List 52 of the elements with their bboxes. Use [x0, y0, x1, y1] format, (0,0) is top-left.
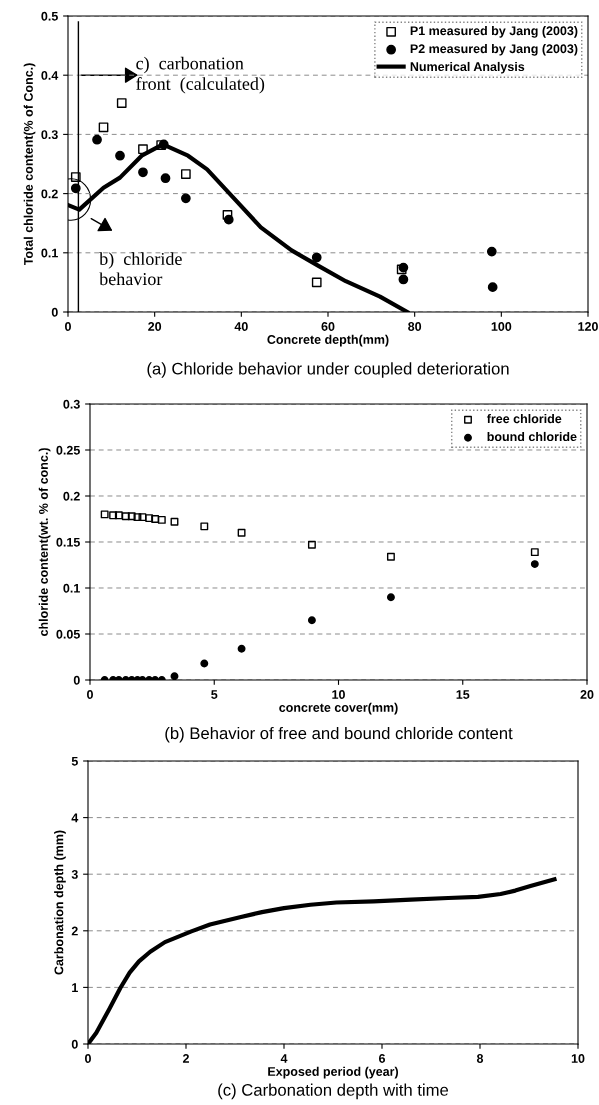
y-tick-label: 3: [71, 870, 78, 879]
text: (a) Chloride behavior under coupled deterioration: [147, 362, 509, 378]
x-tick-label: 100: [491, 322, 512, 331]
y-tick-label: 4: [71, 813, 79, 823]
x-tick-label: 15: [456, 690, 470, 699]
x-axis-title: Exposed period (year): [268, 1066, 399, 1079]
x-tick-label: 20: [580, 690, 594, 699]
x-tick-label: 6: [378, 1054, 386, 1063]
y-tick-label: 0.1: [41, 248, 58, 258]
x-tick-label: 2: [182, 1054, 189, 1063]
y-axis-title: Carbonation depth (mm): [54, 830, 66, 975]
y-axis-title: Total chloride content(% of Conc.): [23, 63, 36, 266]
legend-label: P2 measured by Jang (2003): [410, 43, 578, 56]
x-axis-title: concrete cover(mm): [279, 702, 398, 715]
x-tick-label: 10: [571, 1054, 585, 1063]
x-tick-label: 120: [578, 322, 598, 331]
x-tick-label: 10: [332, 690, 345, 699]
y-tick-label: 0: [73, 675, 80, 685]
annotation: b) chloride behavior: [99, 252, 182, 286]
text: (b) Behavior of free and bound chloride content: [165, 726, 513, 743]
y-tick-label: 0.25: [56, 445, 80, 455]
x-tick-label: 5: [211, 690, 218, 699]
x-tick-label: 4: [280, 1054, 288, 1063]
y-axis-title: chloride content(wt. % of conc.): [38, 448, 51, 636]
x-tick-label: 80: [408, 322, 422, 331]
legend-label: bound chloride: [487, 431, 577, 442]
y-tick-label: 0.1: [63, 583, 80, 593]
legend-label: P1 measured by Jang (2003): [410, 26, 578, 38]
y-tick-label: 5: [71, 756, 78, 766]
x-tick-label: 0: [85, 1054, 91, 1063]
x-tick-label: 20: [148, 322, 162, 331]
x-axis-title: Concrete depth(mm): [267, 334, 389, 347]
ref-line-label: c) carbonation front (calculated): [136, 56, 265, 94]
y-tick-label: 0.2: [41, 189, 58, 199]
y-tick-label: 0: [71, 1039, 78, 1049]
y-tick-label: 0.2: [63, 491, 80, 501]
y-tick-label: 0.4: [41, 71, 59, 80]
y-tick-label: 0.05: [56, 629, 80, 639]
text: (c) Carbonation depth with time: [218, 1083, 449, 1100]
y-tick-label: 0.3: [41, 130, 58, 140]
y-tick-label: 2: [71, 926, 78, 936]
x-tick-label: 8: [476, 1054, 484, 1063]
y-tick-label: 0.15: [56, 537, 80, 547]
y-tick-label: 0: [51, 307, 58, 317]
y-tick-label: 0.5: [41, 11, 58, 21]
legend-label: Numerical Analysis: [410, 61, 525, 74]
y-tick-label: 0.3: [63, 399, 80, 409]
x-tick-label: 0: [87, 690, 93, 699]
y-tick-label: 1: [72, 983, 78, 992]
x-tick-label: 60: [321, 322, 335, 331]
legend-label: free chloride: [486, 414, 562, 424]
x-tick-label: 40: [234, 322, 248, 331]
